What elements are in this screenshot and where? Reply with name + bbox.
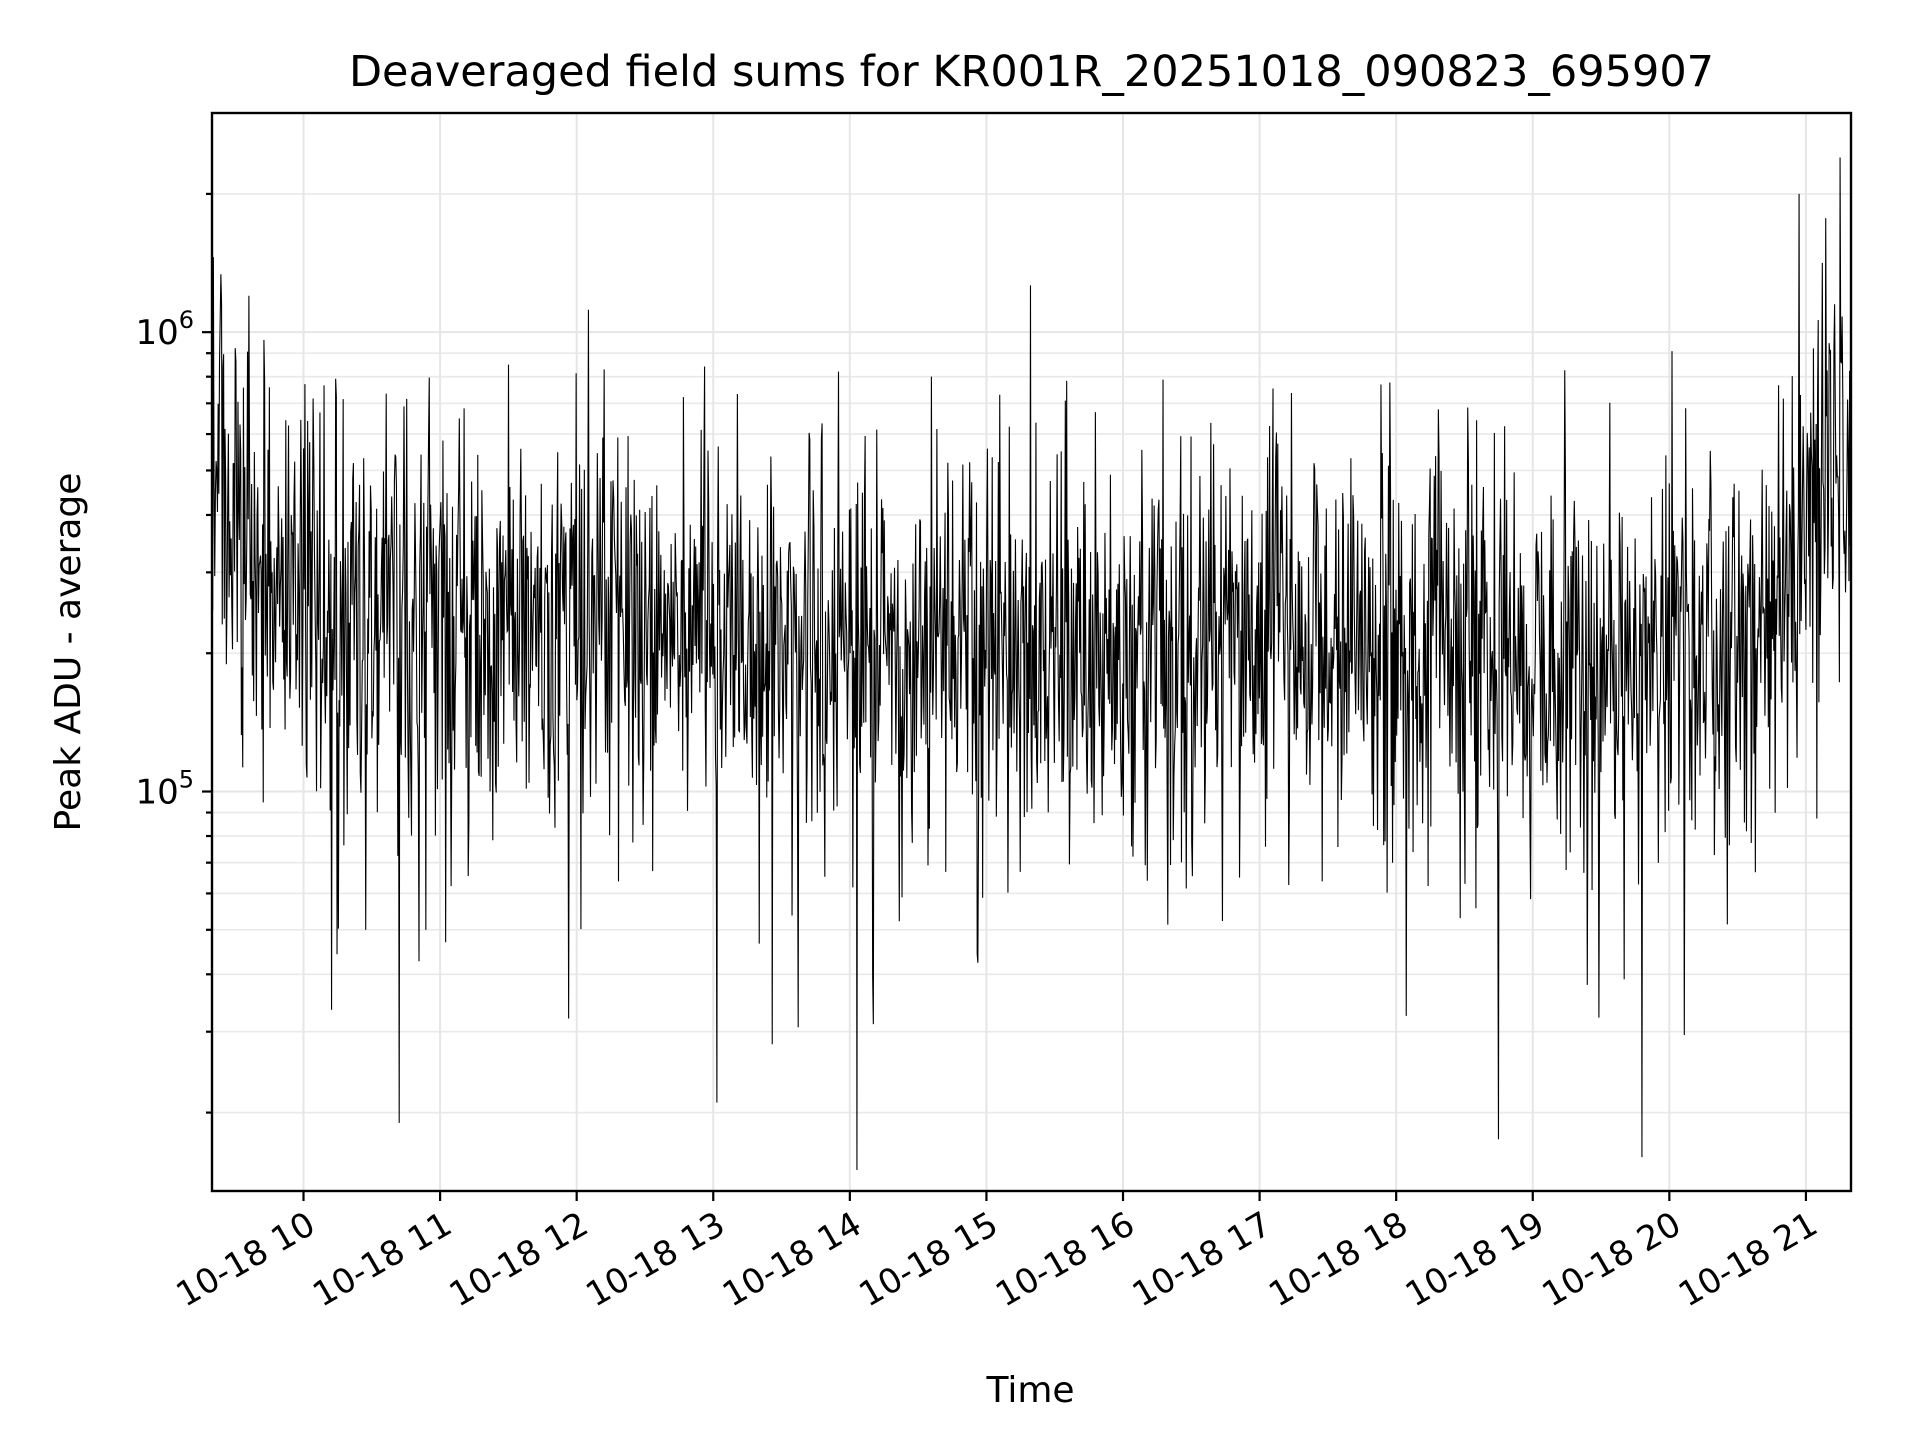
x-tick-label: 10-18 13 xyxy=(579,1204,731,1315)
x-tick-label: 10-18 14 xyxy=(716,1204,868,1315)
series-line-field-sums xyxy=(211,157,1852,1170)
x-tick-label: 10-18 17 xyxy=(1126,1204,1278,1315)
x-tick-label: 10-18 11 xyxy=(306,1204,458,1315)
y-tick-label: 106 xyxy=(135,306,194,353)
chart-title: Deaveraged field sums for KR001R_2025101… xyxy=(349,47,1714,97)
plot-frame xyxy=(210,111,1853,1193)
x-tick-label: 10-18 15 xyxy=(853,1204,1005,1315)
x-tick-label: 10-18 21 xyxy=(1672,1204,1824,1315)
series-layer xyxy=(211,157,1852,1170)
x-tick-label: 10-18 18 xyxy=(1262,1204,1414,1315)
x-tick-label: 10-18 12 xyxy=(443,1204,595,1315)
x-tick-label: 10-18 10 xyxy=(170,1204,322,1315)
y-tick-label: 105 xyxy=(135,766,194,813)
x-tick-label: 10-18 16 xyxy=(989,1204,1141,1315)
x-tick-label: 10-18 20 xyxy=(1535,1204,1687,1315)
x-tick-label: 10-18 19 xyxy=(1399,1204,1551,1315)
y-axis-label: Peak ADU - average xyxy=(48,473,89,832)
x-axis-label: Time xyxy=(985,1370,1074,1411)
